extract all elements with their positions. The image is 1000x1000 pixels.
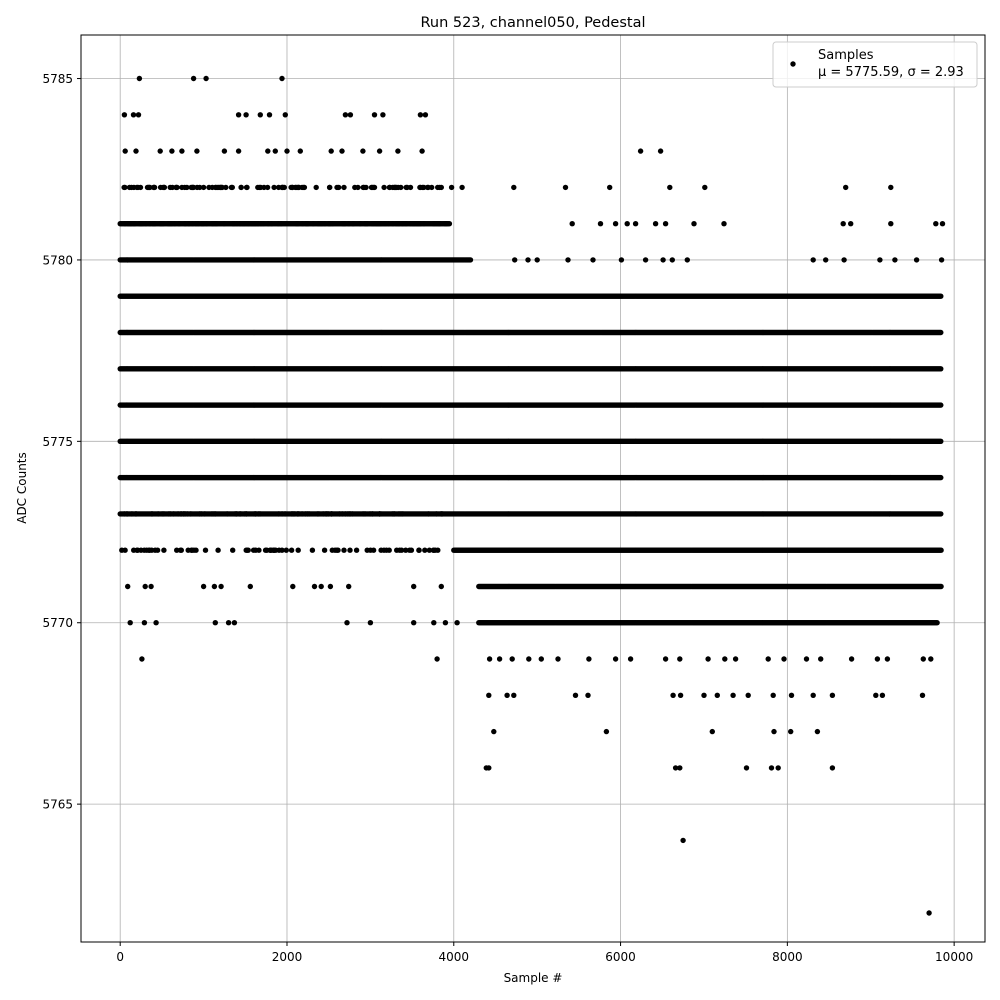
data-point	[938, 366, 944, 372]
data-point	[467, 257, 474, 263]
data-points	[117, 75, 946, 916]
data-point	[938, 402, 944, 408]
grid-lines	[81, 35, 985, 942]
data-point	[938, 329, 944, 336]
data-point	[938, 438, 944, 444]
data-point	[938, 293, 944, 299]
